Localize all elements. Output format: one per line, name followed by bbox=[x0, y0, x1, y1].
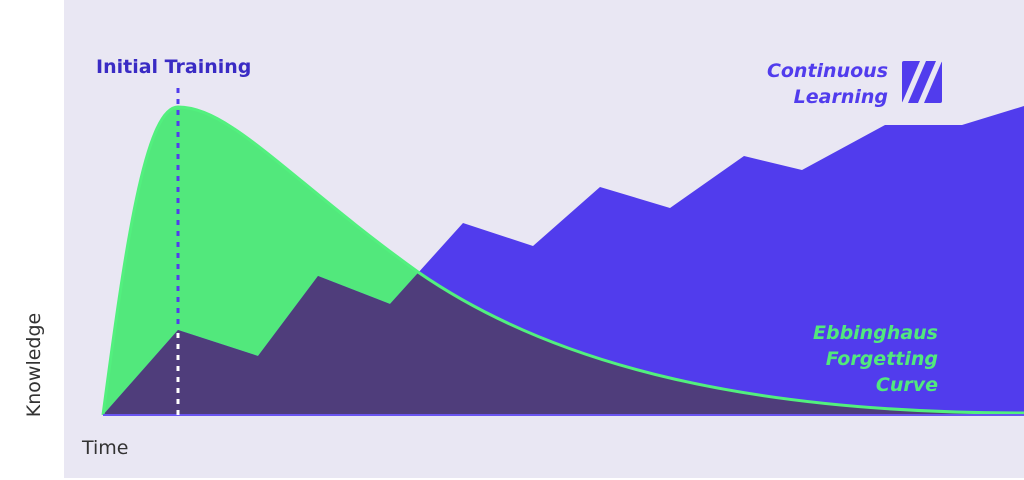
y-axis-label: Knowledge bbox=[23, 312, 45, 418]
ebbinghaus-line-2: Forgetting bbox=[825, 348, 938, 370]
continuous-learning-line-1: Continuous bbox=[766, 60, 888, 82]
slanted-n-logo-icon bbox=[902, 61, 942, 103]
continuous-learning-label: Continuous Learning bbox=[767, 58, 888, 110]
ebbinghaus-label: Ebbinghaus Forgetting Curve bbox=[813, 320, 938, 398]
ebbinghaus-line-3: Curve bbox=[875, 374, 938, 396]
forgetting-curve-line bbox=[101, 105, 1024, 416]
initial-training-label: Initial Training bbox=[96, 56, 252, 78]
x-axis-label: Time bbox=[82, 437, 129, 459]
continuous-learning-line-2: Learning bbox=[793, 86, 888, 108]
ebbinghaus-line-1: Ebbinghaus bbox=[812, 322, 938, 344]
